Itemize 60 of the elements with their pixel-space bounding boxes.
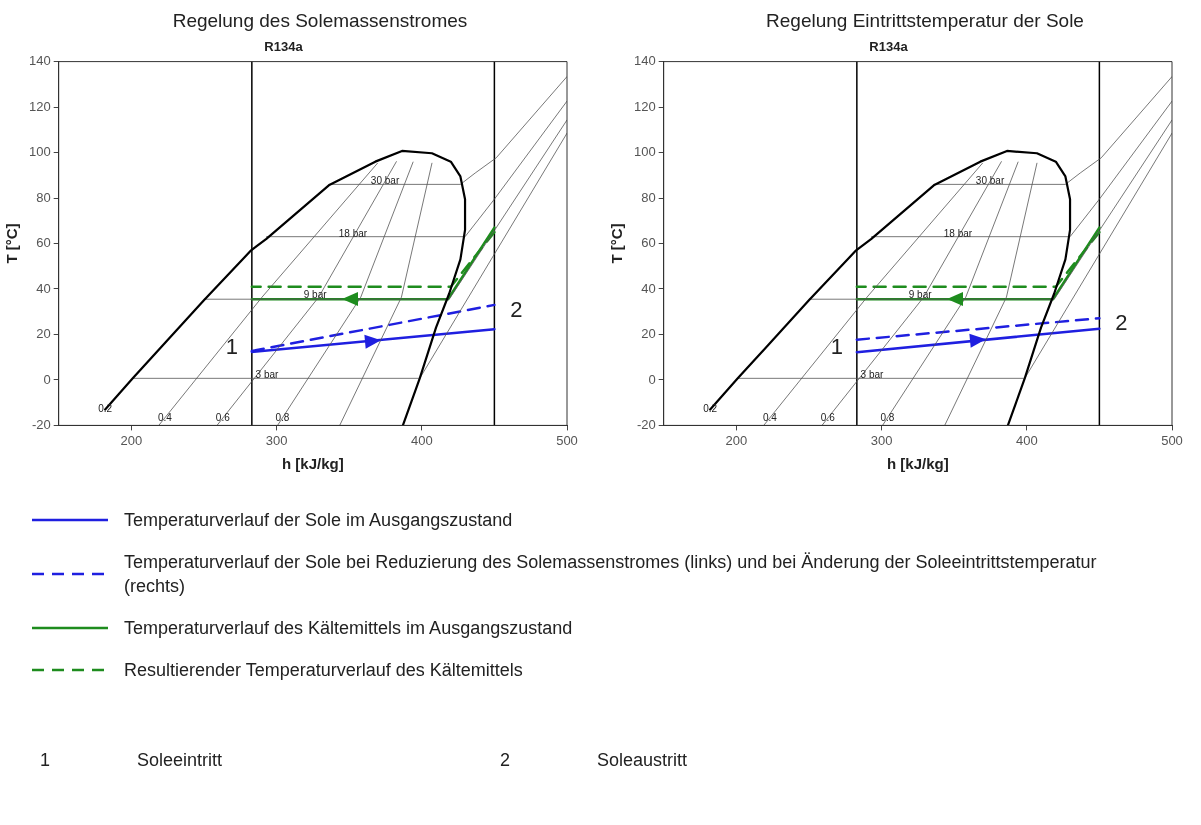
- annotation: 9 bar: [303, 289, 328, 301]
- chart-subtitle: R134a: [869, 39, 909, 55]
- annotation: 0.2: [703, 403, 718, 415]
- legend-label: Resultierender Temperaturverlauf des Kältemittels: [124, 659, 523, 682]
- annotation: 0.2: [98, 403, 113, 415]
- chart-title: Regelung Eintrittstemperatur der Sole: [765, 10, 1085, 32]
- x-tick-label: 400: [410, 432, 433, 448]
- annotation: 0.8: [275, 411, 290, 423]
- y-tick-label: 40: [36, 280, 51, 296]
- y-tick-label: 60: [641, 235, 656, 251]
- x-tick-label: 400: [1015, 432, 1038, 448]
- y-tick-label: 0: [648, 371, 656, 387]
- x-axis-title: h [kJ/kg]: [282, 455, 344, 473]
- y-tick-label: 140: [28, 53, 51, 69]
- annotation: 2: [510, 296, 523, 322]
- annotation: 18 bar: [338, 228, 368, 240]
- y-tick-label: 80: [36, 189, 51, 205]
- y-tick-label: 80: [641, 189, 656, 205]
- y-tick-label: 60: [36, 235, 51, 251]
- y-tick-label: 0: [43, 371, 51, 387]
- x-tick-label: 200: [120, 432, 143, 448]
- chart-title: Regelung des Solemassenstromes: [171, 10, 469, 32]
- annotation: 0.4: [157, 411, 173, 423]
- annotation: 0.8: [880, 411, 895, 423]
- annotation: 9 bar: [908, 289, 933, 301]
- legend-label: Temperaturverlauf der Sole im Ausgangszustand: [124, 509, 513, 532]
- text: 1 Soleeintritt: [40, 750, 224, 771]
- x-tick-label: 300: [265, 432, 288, 448]
- annotation: 30 bar: [975, 174, 1005, 186]
- annotation: 18 bar: [943, 228, 973, 240]
- annotation: 0.6: [820, 411, 836, 423]
- y-axis-title: T [°C]: [608, 223, 626, 264]
- y-tick-label: 120: [633, 98, 656, 114]
- y-tick-label: -20: [31, 416, 51, 432]
- y-tick-label: 100: [28, 144, 51, 160]
- y-axis-title: T [°C]: [3, 223, 21, 264]
- y-tick-label: 100: [633, 144, 656, 160]
- x-tick-label: 500: [556, 432, 578, 448]
- text: 2 Soleaustritt: [500, 750, 689, 771]
- annotation: 3 bar: [860, 369, 885, 381]
- x-tick-label: 300: [870, 432, 893, 448]
- y-tick-label: 40: [641, 280, 656, 296]
- x-axis-title: h [kJ/kg]: [887, 455, 949, 473]
- annotation: 30 bar: [370, 174, 400, 186]
- annotation: 0.4: [762, 411, 778, 423]
- x-tick-label: 500: [1161, 432, 1183, 448]
- annotation: 2: [1115, 310, 1128, 336]
- annotation: 3 bar: [255, 369, 280, 381]
- y-tick-label: 20: [36, 326, 51, 342]
- y-tick-label: -20: [636, 416, 656, 432]
- annotation: 0.6: [215, 411, 231, 423]
- y-tick-label: 120: [28, 98, 51, 114]
- legend-label: Temperaturverlauf des Kältemittels im Ausgangszustand: [124, 617, 573, 640]
- annotation: 1: [225, 334, 238, 360]
- legend-label: Temperaturverlauf der Sole bei Reduzierung des Solemassenstromes (links) und bei Änderung der Soleeintrittstemperatur (rechts): [124, 551, 1098, 598]
- annotation: 1: [830, 334, 843, 360]
- y-tick-label: 140: [633, 53, 656, 69]
- x-tick-label: 200: [725, 432, 748, 448]
- y-tick-label: 20: [641, 326, 656, 342]
- chart-subtitle: R134a: [264, 39, 304, 55]
